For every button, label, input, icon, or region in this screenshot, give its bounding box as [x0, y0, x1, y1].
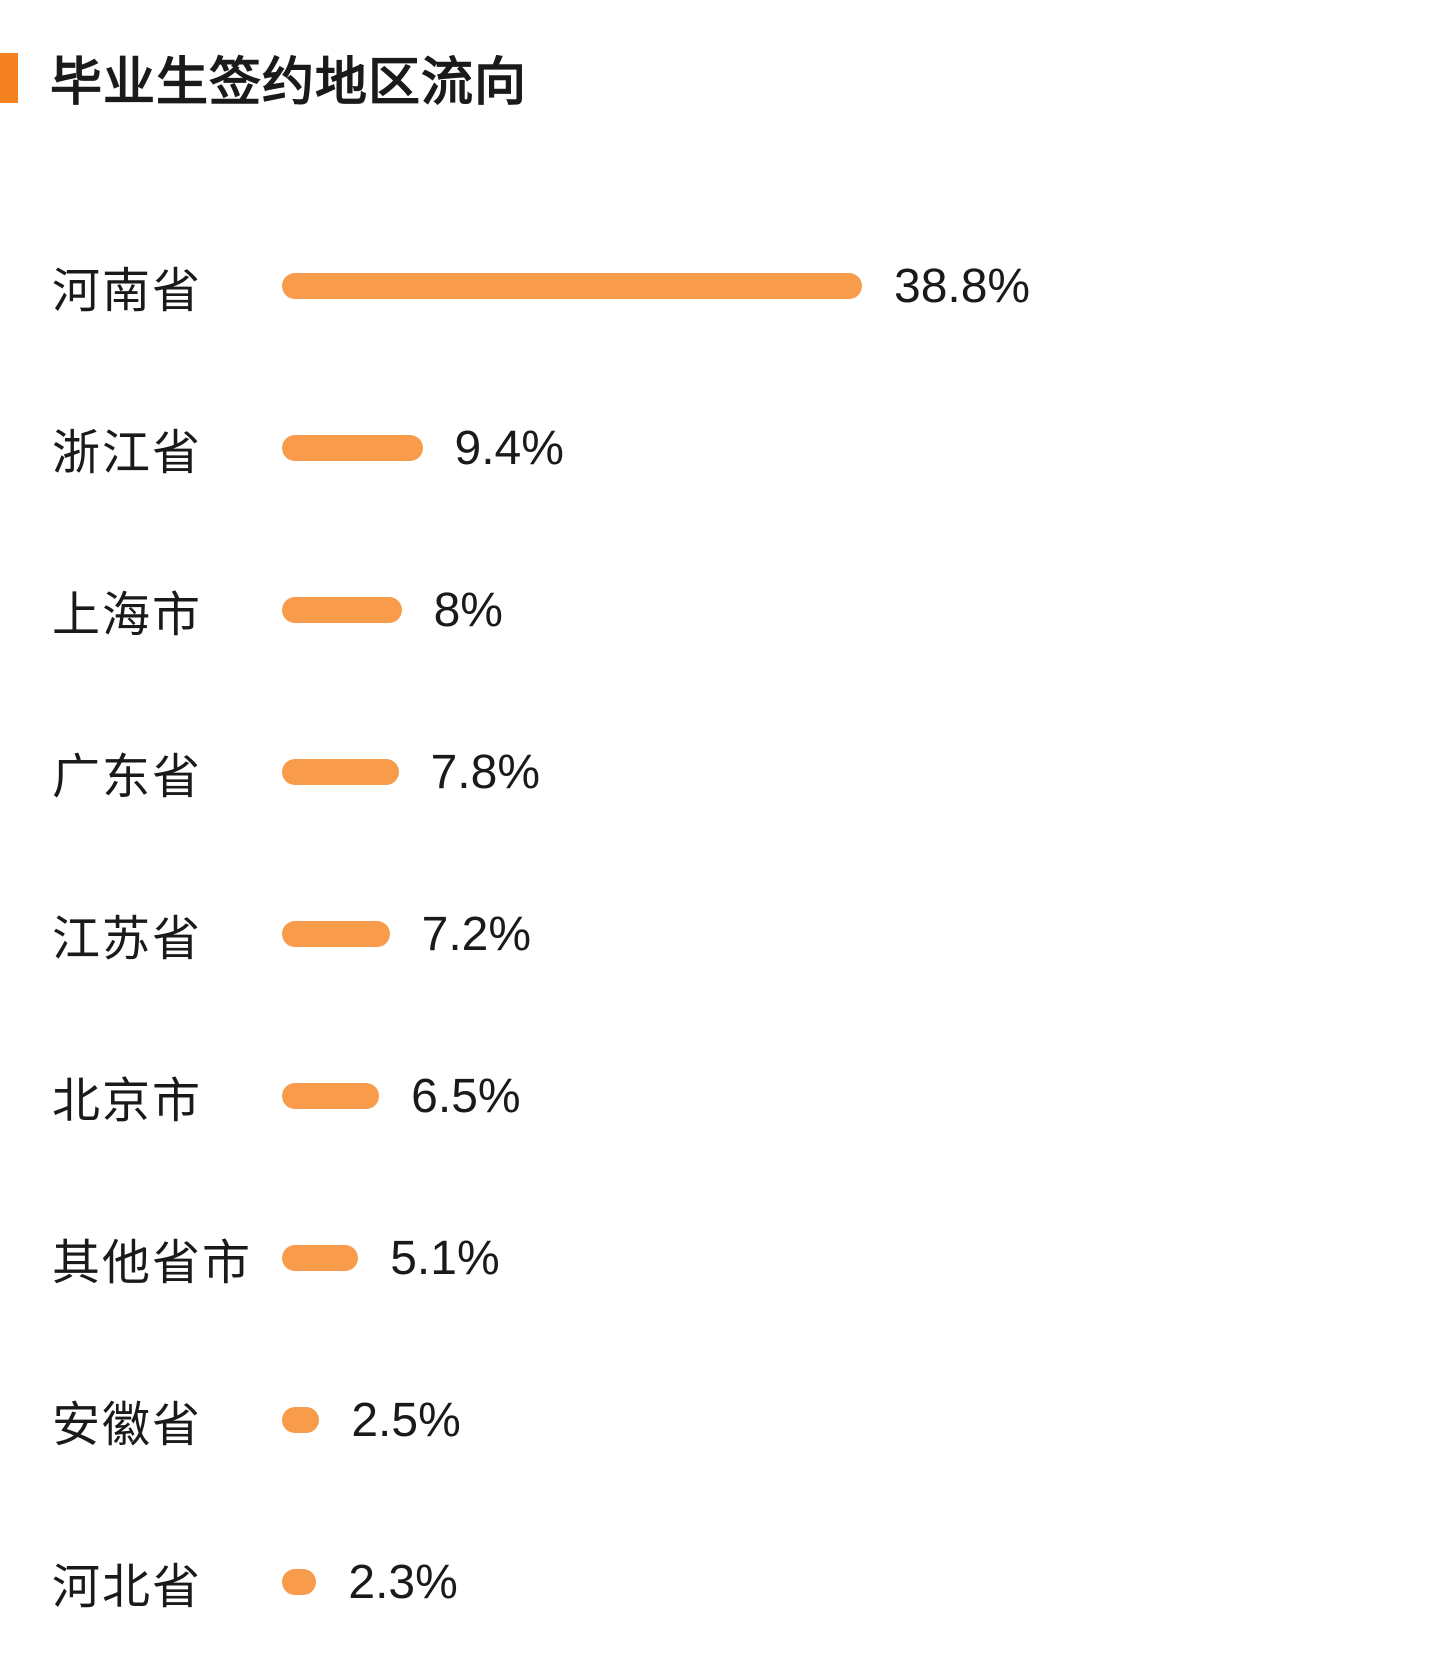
bar-track: 7.2%	[282, 907, 1437, 962]
bar-fill	[282, 759, 399, 785]
bar-track: 8%	[282, 583, 1437, 638]
bar-row: 河北省 2.3%	[52, 1501, 1437, 1663]
bar-label: 江苏省	[52, 899, 282, 969]
bar-fill	[282, 921, 390, 947]
bar-fill	[282, 1569, 316, 1595]
bar-label: 北京市	[52, 1061, 282, 1131]
bar-track: 6.5%	[282, 1069, 1437, 1124]
chart-title: 毕业生签约地区流向	[50, 40, 527, 115]
bar-value: 7.8%	[431, 745, 540, 800]
bar-value: 2.5%	[351, 1393, 460, 1448]
bar-row: 北京市 6.5%	[52, 1015, 1437, 1177]
bar-row: 上海市 8%	[52, 529, 1437, 691]
bar-fill	[282, 1083, 379, 1109]
bar-row: 浙江省 9.4%	[52, 367, 1437, 529]
bar-label: 河南省	[52, 251, 282, 321]
bar-value: 7.2%	[422, 907, 531, 962]
bar-track: 38.8%	[282, 259, 1437, 314]
chart-body: 河南省 38.8% 浙江省 9.4% 上海市 8% 广东省 7.8% 江苏省 7.2% 北京市 6.5…	[0, 205, 1437, 1663]
bar-label: 河北省	[52, 1547, 282, 1617]
bar-row: 安徽省 2.5%	[52, 1339, 1437, 1501]
bar-fill	[282, 597, 402, 623]
bar-fill	[282, 435, 423, 461]
accent-bar-icon	[0, 53, 18, 103]
bar-track: 5.1%	[282, 1231, 1437, 1286]
bar-label: 广东省	[52, 737, 282, 807]
bar-label: 其他省市	[52, 1223, 282, 1293]
bar-fill	[282, 1245, 358, 1271]
bar-row: 其他省市 5.1%	[52, 1177, 1437, 1339]
bar-row: 广东省 7.8%	[52, 691, 1437, 853]
bar-fill	[282, 273, 862, 299]
bar-value: 6.5%	[411, 1069, 520, 1124]
bar-value: 38.8%	[894, 259, 1030, 314]
bar-track: 2.3%	[282, 1555, 1437, 1610]
bar-track: 9.4%	[282, 421, 1437, 476]
bar-fill	[282, 1407, 319, 1433]
bar-track: 7.8%	[282, 745, 1437, 800]
bar-label: 浙江省	[52, 413, 282, 483]
bar-value: 5.1%	[390, 1231, 499, 1286]
bar-row: 江苏省 7.2%	[52, 853, 1437, 1015]
bar-value: 2.3%	[348, 1555, 457, 1610]
bar-value: 8%	[434, 583, 503, 638]
chart-container: 毕业生签约地区流向 河南省 38.8% 浙江省 9.4% 上海市 8% 广东省 7.8% 江苏省…	[0, 40, 1437, 1663]
bar-value: 9.4%	[455, 421, 564, 476]
bar-track: 2.5%	[282, 1393, 1437, 1448]
bar-label: 上海市	[52, 575, 282, 645]
bar-label: 安徽省	[52, 1385, 282, 1455]
bar-row: 河南省 38.8%	[52, 205, 1437, 367]
chart-header: 毕业生签约地区流向	[0, 40, 1437, 115]
